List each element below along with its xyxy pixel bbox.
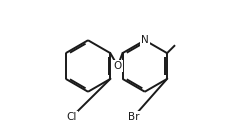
Text: Cl: Cl [67,112,77,122]
Text: Br: Br [128,112,139,122]
Text: N: N [141,35,149,45]
Text: O: O [114,61,122,71]
